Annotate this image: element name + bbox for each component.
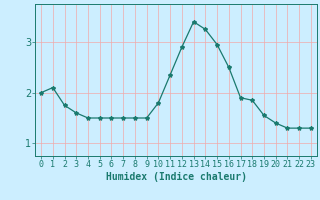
X-axis label: Humidex (Indice chaleur): Humidex (Indice chaleur) [106, 172, 246, 182]
